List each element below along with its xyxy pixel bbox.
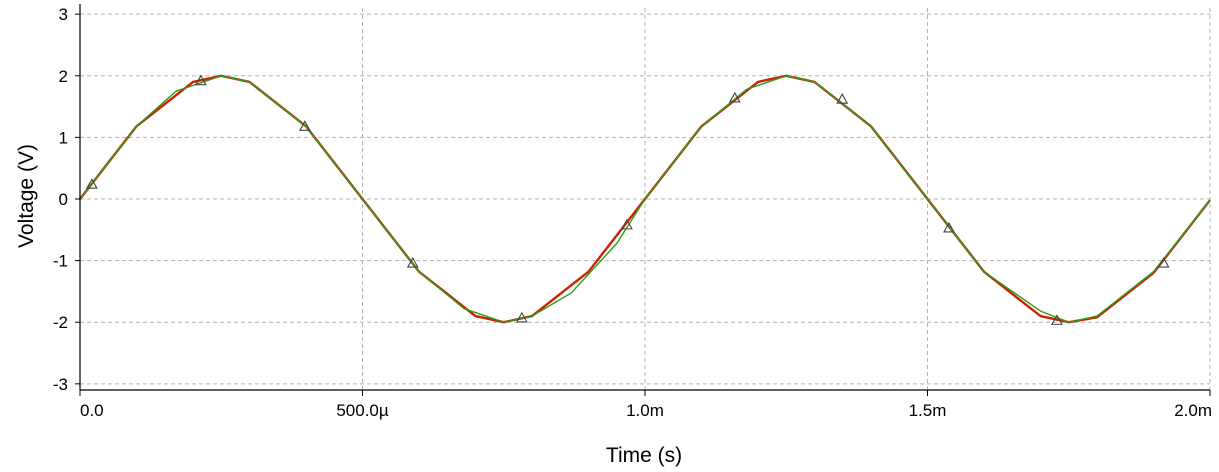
x-axis-title: Time (s) (606, 444, 682, 467)
triangle-marker (1157, 256, 1170, 268)
triangle-marker (298, 120, 311, 131)
triangle-marker (620, 218, 633, 230)
grid-layer (80, 8, 1211, 390)
x-tick-label: 500.0µ (336, 401, 389, 420)
triangle-marker (85, 178, 98, 189)
y-tick-label: 1 (59, 128, 68, 147)
triangle-marker (1050, 314, 1063, 325)
series-layer (79, 74, 1211, 324)
triangle-marker (515, 311, 528, 323)
y-tick-label: -1 (53, 252, 68, 271)
y-tick-label: -3 (53, 375, 68, 394)
triangle-marker (728, 91, 741, 103)
x-tick-label: 2.0m (1174, 401, 1212, 420)
tick-layer: 3 2 1 0 -1 -2 -3 0.0 500.0µ 1.0m 1.5m 2.0m (53, 5, 1212, 420)
y-tick-label: 0 (59, 190, 68, 209)
triangle-marker (836, 93, 849, 104)
y-axis-title: Voltage (V) (15, 144, 38, 248)
y-tick-label: 2 (59, 67, 68, 86)
y-tick-label: -2 (53, 313, 68, 332)
triangle-marker (406, 256, 419, 268)
y-tick-label: 3 (59, 5, 68, 24)
x-tick-label: 1.0m (626, 401, 664, 420)
series-line-2 (79, 75, 1211, 323)
x-tick-label: 0.0 (80, 401, 104, 420)
triangle-marker (943, 221, 955, 233)
triangle-marker (194, 74, 207, 86)
marker-layer (85, 74, 1170, 325)
x-tick-label: 1.5m (909, 401, 947, 420)
